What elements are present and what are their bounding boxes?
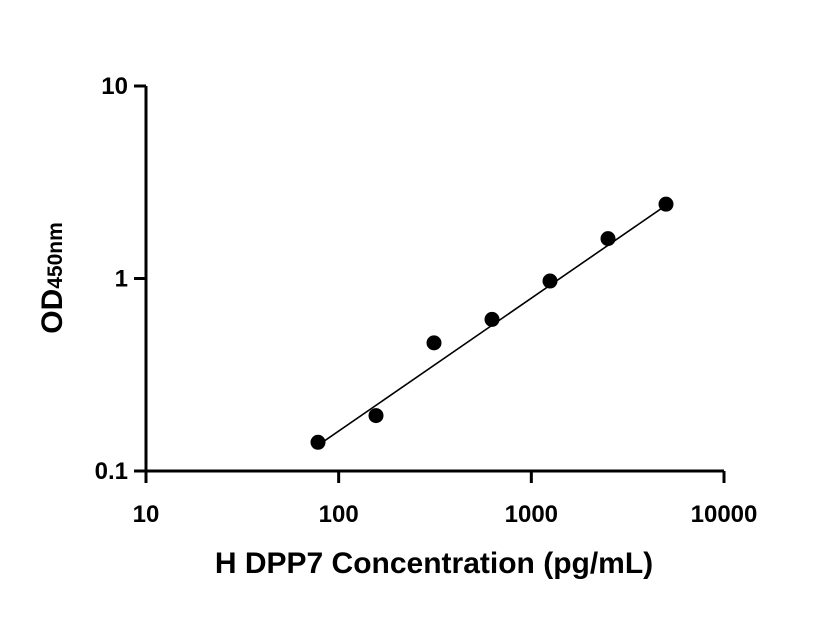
y-axis-title-main: OD bbox=[36, 289, 69, 334]
y-tick-label: 10 bbox=[101, 73, 128, 100]
y-axis-ticks: 0.1 1 10 bbox=[95, 73, 146, 485]
x-tick-label: 100 bbox=[319, 501, 359, 528]
data-point bbox=[600, 231, 616, 247]
x-tick-label: 10000 bbox=[691, 501, 758, 528]
axes-frame bbox=[144, 86, 724, 473]
data-point bbox=[542, 273, 558, 289]
y-tick-label: 1 bbox=[115, 266, 128, 293]
y-axis-title: OD450nm bbox=[36, 222, 69, 334]
x-tick-label: 1000 bbox=[505, 501, 558, 528]
y-tick-label: 0.1 bbox=[95, 458, 128, 485]
x-tick-label: 10 bbox=[133, 501, 160, 528]
y-axis-title-subscript: 450nm bbox=[44, 222, 67, 289]
data-point bbox=[658, 196, 674, 212]
data-point bbox=[310, 434, 326, 450]
data-points bbox=[310, 196, 674, 450]
data-point bbox=[426, 335, 442, 351]
data-point bbox=[484, 311, 500, 327]
data-point bbox=[368, 408, 384, 424]
x-axis-title: H DPP7 Concentration (pg/mL) bbox=[215, 547, 653, 580]
x-axis-ticks: 10 100 1000 10000 bbox=[133, 471, 758, 528]
